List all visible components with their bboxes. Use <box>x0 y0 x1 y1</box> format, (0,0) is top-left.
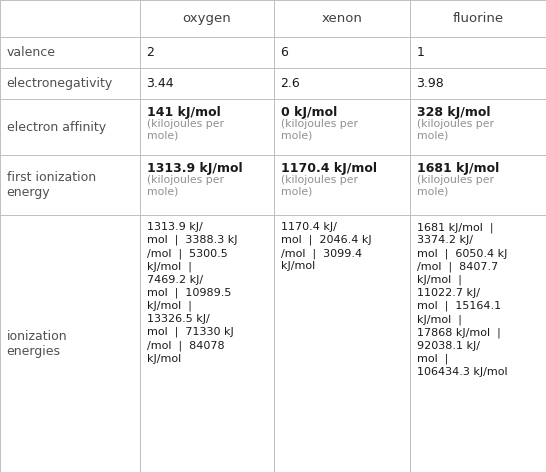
Text: 0 kJ/mol: 0 kJ/mol <box>281 106 337 119</box>
Bar <box>0 215 140 472</box>
Text: electron affinity: electron affinity <box>7 120 106 134</box>
Text: (kilojoules per
mole): (kilojoules per mole) <box>281 175 358 197</box>
Text: 1313.9 kJ/
mol  |  3388.3 kJ
/mol  |  5300.5
kJ/mol  |
7469.2 kJ/
mol  |  10989.: 1313.9 kJ/ mol | 3388.3 kJ /mol | 5300.5… <box>146 222 237 363</box>
Text: 1313.9 kJ/mol: 1313.9 kJ/mol <box>146 162 242 175</box>
Text: valence: valence <box>7 46 56 59</box>
Bar <box>410 99 546 155</box>
Text: 141 kJ/mol: 141 kJ/mol <box>146 106 220 119</box>
Text: (kilojoules per
mole): (kilojoules per mole) <box>417 119 494 141</box>
Text: 1: 1 <box>417 46 424 59</box>
Bar <box>140 68 274 99</box>
Bar <box>0 0 140 37</box>
Bar <box>0 155 140 215</box>
Bar <box>140 215 274 472</box>
Bar <box>140 0 274 37</box>
Bar <box>274 0 410 37</box>
Text: fluorine: fluorine <box>453 12 503 25</box>
Bar <box>0 37 140 68</box>
Bar <box>410 0 546 37</box>
Text: 2.6: 2.6 <box>281 77 300 90</box>
Text: xenon: xenon <box>322 12 363 25</box>
Bar <box>274 215 410 472</box>
Bar <box>410 215 546 472</box>
Bar <box>274 68 410 99</box>
Text: ionization
energies: ionization energies <box>7 329 67 357</box>
Text: first ionization
energy: first ionization energy <box>7 171 96 199</box>
Text: 1681 kJ/mol  |
3374.2 kJ/
mol  |  6050.4 kJ
/mol  |  8407.7
kJ/mol  |
11022.7 kJ: 1681 kJ/mol | 3374.2 kJ/ mol | 6050.4 kJ… <box>417 222 507 377</box>
Text: (kilojoules per
mole): (kilojoules per mole) <box>281 119 358 141</box>
Bar <box>0 68 140 99</box>
Bar <box>0 99 140 155</box>
Text: 1170.4 kJ/mol: 1170.4 kJ/mol <box>281 162 377 175</box>
Text: (kilojoules per
mole): (kilojoules per mole) <box>146 175 223 197</box>
Text: 3.98: 3.98 <box>417 77 444 90</box>
Text: 328 kJ/mol: 328 kJ/mol <box>417 106 490 119</box>
Bar <box>140 155 274 215</box>
Bar <box>410 37 546 68</box>
Text: (kilojoules per
mole): (kilojoules per mole) <box>417 175 494 197</box>
Bar <box>274 99 410 155</box>
Text: (kilojoules per
mole): (kilojoules per mole) <box>146 119 223 141</box>
Text: 1681 kJ/mol: 1681 kJ/mol <box>417 162 499 175</box>
Text: 6: 6 <box>281 46 288 59</box>
Bar <box>140 99 274 155</box>
Bar <box>410 155 546 215</box>
Text: electronegativity: electronegativity <box>7 77 113 90</box>
Text: 1170.4 kJ/
mol  |  2046.4 kJ
/mol  |  3099.4
kJ/mol: 1170.4 kJ/ mol | 2046.4 kJ /mol | 3099.4… <box>281 222 371 271</box>
Text: oxygen: oxygen <box>182 12 232 25</box>
Bar <box>274 37 410 68</box>
Bar <box>410 68 546 99</box>
Text: 3.44: 3.44 <box>146 77 174 90</box>
Text: 2: 2 <box>146 46 155 59</box>
Bar <box>274 155 410 215</box>
Bar <box>140 37 274 68</box>
